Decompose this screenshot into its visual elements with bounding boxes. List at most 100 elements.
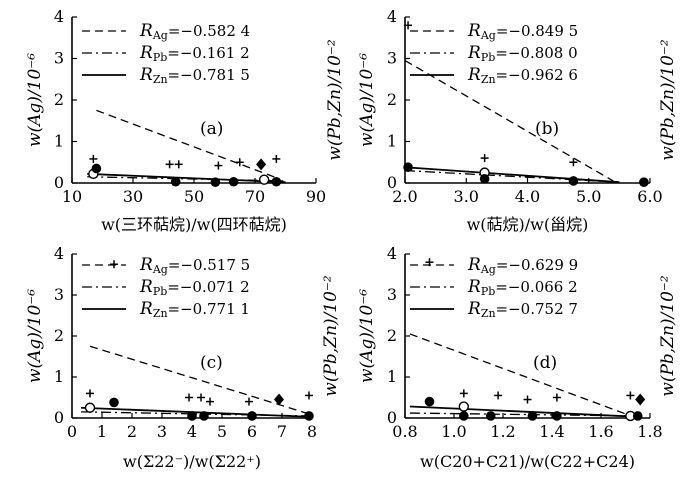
y-tick-label: 0 <box>387 408 397 427</box>
x-tick-label: 0.8 <box>392 422 417 441</box>
plus-marker <box>480 154 489 163</box>
legend-entry: RZn=−0.962 6 <box>467 65 578 86</box>
y-tick-label: 4 <box>387 7 397 26</box>
x-tick-label: 1.0 <box>441 422 466 441</box>
x-axis-label: w(三环萜烷)/w(四环萜烷) <box>101 215 287 234</box>
x-tick-label: 3 <box>157 422 167 441</box>
y-tick-label: 3 <box>54 49 64 68</box>
y-axis-label-left: w(Ag)/10⁻⁶ <box>357 53 377 147</box>
plus-marker <box>110 260 118 269</box>
y-axis-label-right: w(Pb,Zn)/10⁻² <box>321 275 341 397</box>
panel-label: (d) <box>533 353 557 373</box>
x-tick-label: 0 <box>67 422 77 441</box>
panel-label: (a) <box>200 119 223 139</box>
y-axis-label-right: w(Pb,Zn)/10⁻² <box>658 39 678 161</box>
regression-line-solid <box>404 166 620 184</box>
filled-circle-marker <box>109 397 119 408</box>
plus-marker <box>86 389 94 398</box>
x-tick-label: 8 <box>307 422 317 441</box>
panel-c: 0 1 2 3 4 0 1 2 3 4 5 6 7 8 w(Σ22⁻)/w(Σ22⁺) w(Ag)/10⁻⁶ w… <box>25 244 341 471</box>
y-tick-label: 4 <box>387 244 397 263</box>
regression-line-dashed <box>96 109 280 180</box>
regression-line-dashed <box>409 333 626 415</box>
panel-a: 0 1 2 3 4 10 30 50 70 90 w(三环萜烷)/w(四环萜烷) w(Ag)/10⁻⁶… <box>25 7 345 234</box>
filled-circle-marker <box>210 177 221 187</box>
x-tick-label: 4.0 <box>515 187 540 206</box>
legend-entry: RAg=−0.849 5 <box>467 21 578 42</box>
x-axis-label: w(Σ22⁻)/w(Σ22⁺) <box>123 452 261 471</box>
y-tick-label: 3 <box>387 285 397 304</box>
x-tick-label: 2 <box>127 422 137 441</box>
y-tick-label: 1 <box>387 367 397 386</box>
filled-circle-marker <box>271 176 282 187</box>
filled-circle-marker <box>247 411 257 421</box>
y-tick-label: 2 <box>54 90 64 109</box>
filled-circle-marker <box>170 176 181 187</box>
filled-circle-marker <box>568 176 579 186</box>
filled-circle-marker <box>527 411 538 421</box>
y-tick-label: 1 <box>54 132 64 151</box>
filled-circle-marker <box>479 174 490 184</box>
x-tick-label: 1.2 <box>490 422 515 441</box>
plus-marker <box>214 161 223 170</box>
open-circle-marker <box>458 401 469 412</box>
plus-marker <box>404 21 413 30</box>
y-tick-label: 4 <box>54 7 64 26</box>
y-tick-label: 0 <box>387 173 397 192</box>
x-axis-label: w(C20+C21)/w(C22+C24) <box>420 452 635 471</box>
plus-marker <box>197 393 205 402</box>
panel-label: (c) <box>200 353 223 373</box>
x-tick-label: 10 <box>62 187 82 206</box>
plus-marker <box>185 393 193 402</box>
legend-entry: RZn=−0.752 7 <box>467 299 578 320</box>
plus-marker <box>245 397 253 406</box>
plus-marker <box>569 158 578 167</box>
x-axis-label: w(萜烷)/w(甾烷) <box>467 215 589 234</box>
filled-circle-marker <box>187 411 197 421</box>
x-tick-label: 4 <box>187 422 197 441</box>
filled-circle-marker <box>632 411 643 421</box>
y-axis-label-right: w(Pb,Zn)/10⁻² <box>325 39 345 161</box>
filled-circle-marker <box>424 396 435 407</box>
filled-diamond-marker <box>635 393 646 406</box>
plus-marker <box>626 391 635 400</box>
y-axis-label-right: w(Pb,Zn)/10⁻² <box>658 275 678 397</box>
filled-circle-marker <box>459 411 469 421</box>
legend-entry: RZn=−0.781 5 <box>139 65 250 86</box>
plus-marker <box>523 395 532 404</box>
filled-circle-marker <box>485 411 496 421</box>
panel-d: 0 1 2 3 4 0.8 1.0 1.2 1.4 1.6 1.8w(C20+C21)/w(C22+… <box>357 244 678 471</box>
y-tick-label: 0 <box>54 408 64 427</box>
plus-marker <box>272 154 281 163</box>
x-tick-label: 7 <box>277 422 287 441</box>
legend-entry: RPb=−0.071 2 <box>139 277 250 298</box>
plus-marker <box>174 160 183 169</box>
x-tick-label: 30 <box>123 187 143 206</box>
x-tick-label: 6 <box>247 422 257 441</box>
x-tick-label: 5 <box>217 422 227 441</box>
y-axis-label-left: w(Ag)/10⁻⁶ <box>25 53 45 147</box>
legend-entry: RAg=−0.517 5 <box>139 255 250 276</box>
x-tick-label: 1.8 <box>637 422 662 441</box>
legend-entry: RZn=−0.771 1 <box>139 299 250 320</box>
regression-line-dashed <box>404 60 614 182</box>
filled-circle-marker <box>91 163 102 174</box>
regression-line-solid <box>409 405 638 418</box>
x-tick-label: 1.4 <box>539 422 564 441</box>
plus-marker <box>494 391 503 400</box>
y-tick-label: 0 <box>54 173 64 192</box>
plus-marker <box>206 397 214 406</box>
plus-marker <box>89 154 98 163</box>
x-tick-label: 50 <box>184 187 204 206</box>
open-circle-marker <box>258 174 270 185</box>
y-tick-label: 1 <box>54 367 64 386</box>
legend-entry: RPb=−0.808 0 <box>467 43 578 64</box>
x-tick-label: 1.6 <box>588 422 613 441</box>
x-tick-label: 90 <box>306 187 326 206</box>
plus-marker <box>459 389 468 398</box>
filled-circle-marker <box>199 411 209 421</box>
regression-line-dashdot <box>404 169 620 183</box>
y-tick-label: 3 <box>54 285 64 304</box>
x-tick-label: 3.0 <box>454 187 479 206</box>
